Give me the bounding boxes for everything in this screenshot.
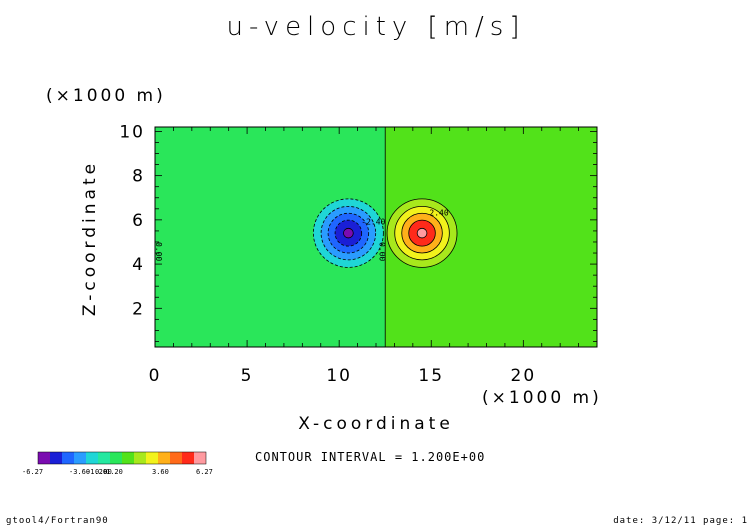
footer-program-label: gtool4/Fortran90 <box>6 516 109 526</box>
contour-label: -2.40 <box>361 217 385 226</box>
y-axis-unit: (×1000 m) <box>46 86 166 106</box>
colorbar-swatch <box>110 452 122 464</box>
velocity-field: -2.40 2.40 0.00 0.00 <box>154 127 597 347</box>
colorbar-swatch <box>194 452 206 464</box>
y-tick-label: 10 <box>119 122 145 142</box>
x-axis-label: X-coordinate <box>298 414 454 434</box>
y-axis-label: Z-coordinate <box>80 159 100 317</box>
colorbar-swatch <box>50 452 62 464</box>
colorbar-label: 6.27 <box>196 468 213 476</box>
colorbar-label: 0.00 <box>95 468 112 476</box>
chart-title: u-velocity [m/s] <box>226 12 526 42</box>
colorbar-swatch <box>170 452 182 464</box>
footer-date-page: date: 3/12/11 page: 1 <box>613 516 748 526</box>
contour-band-neg-4 <box>343 227 354 239</box>
x-tick-label: 20 <box>511 366 537 386</box>
colorbar-swatch <box>134 452 146 464</box>
y-tick-label: 8 <box>132 167 145 187</box>
x-tick-label: 0 <box>149 366 162 386</box>
colorbar: -6.27 -3.60-1.200.001.20 3.60 6.27 <box>22 451 213 476</box>
x-axis-unit: (×1000 m) <box>482 388 602 408</box>
colorbar-swatch <box>98 452 110 464</box>
colorbar-label: 1.20 <box>106 468 123 476</box>
colorbar-label: -6.27 <box>22 468 43 476</box>
contour-label: 2.40 <box>429 208 448 217</box>
colorbar-swatch <box>122 452 134 464</box>
colorbar-swatch <box>38 452 50 464</box>
x-tick-label: 15 <box>418 366 444 386</box>
contour-band-pos-4 <box>416 227 428 239</box>
contour-label: 0.00 <box>378 242 387 261</box>
colorbar-swatch <box>62 452 74 464</box>
colorbar-label: 3.60 <box>152 468 169 476</box>
colorbar-label: -3.60 <box>69 468 90 476</box>
y-tick-label: 6 <box>132 211 145 231</box>
colorbar-swatch <box>158 452 170 464</box>
y-tick-label: 4 <box>132 255 145 275</box>
contour-label: 0.00 <box>154 242 163 261</box>
x-tick-label: 10 <box>326 366 352 386</box>
colorbar-swatch <box>182 452 194 464</box>
contour-interval-text: CONTOUR INTERVAL = 1.200E+00 <box>255 450 486 464</box>
x-tick-label: 5 <box>241 366 254 386</box>
colorbar-swatch <box>74 452 86 464</box>
y-tick-label: 2 <box>132 299 145 319</box>
colorbar-frame <box>37 451 207 465</box>
colorbar-swatch <box>146 452 158 464</box>
colorbar-label: -1.20 <box>86 468 107 476</box>
plot-axes: 0 5 10 15 20 2 4 6 8 10 <box>119 122 598 386</box>
colorbar-swatch <box>86 452 98 464</box>
